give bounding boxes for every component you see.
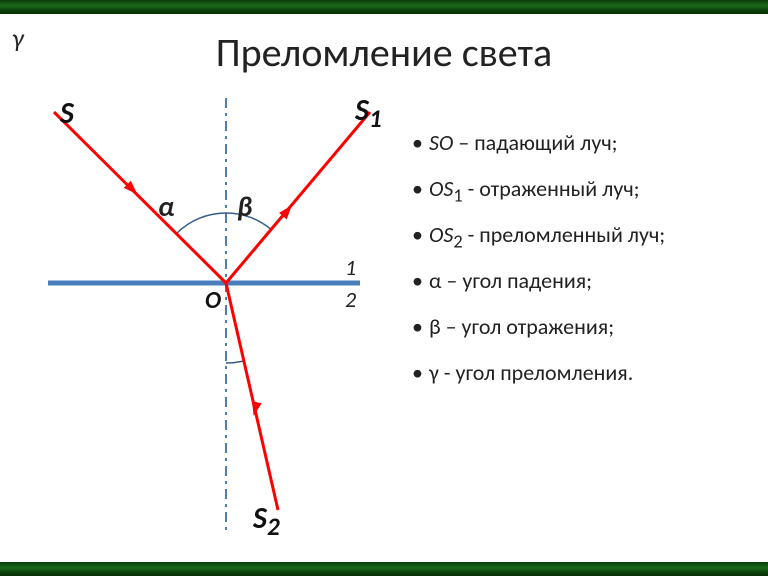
label-s2: S2 [253, 500, 280, 542]
label-medium-1: 1 [345, 254, 356, 281]
legend-item: •γ - угол преломления. [412, 362, 633, 384]
legend-item: •OS1 - отраженный луч; [412, 178, 640, 205]
legend-item: •OS2 - преломленный луч; [412, 224, 665, 251]
legend-item: •β – угол отражения; [412, 316, 614, 338]
slide-frame: γ Преломление света S S1 S2 O α β 1 2 •S… [0, 0, 768, 576]
legend-item: •α – угол падения; [412, 270, 592, 292]
ray-os2 [226, 283, 278, 510]
ray-so [54, 112, 226, 283]
arc-gamma [226, 361, 243, 363]
refraction-diagram [0, 0, 768, 576]
label-medium-2: 2 [345, 286, 356, 313]
label-s: S [60, 95, 74, 132]
label-o: O [205, 286, 221, 315]
arc-alpha [177, 213, 226, 234]
label-s1: S1 [355, 92, 382, 134]
label-beta: β [237, 189, 252, 224]
legend-item: •SO – падающий луч; [412, 132, 618, 154]
label-alpha: α [158, 189, 174, 224]
